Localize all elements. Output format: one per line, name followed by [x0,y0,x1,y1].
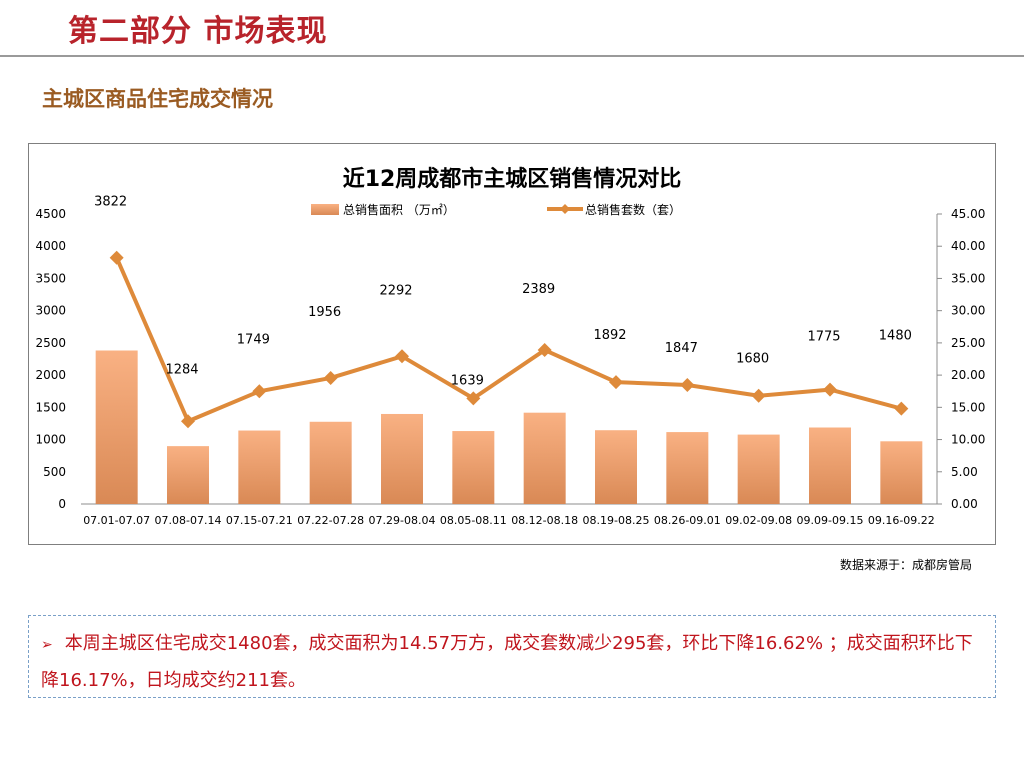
data-label: 2389 [522,282,555,297]
bar [309,421,352,504]
line-point [751,388,766,403]
line-point [680,377,695,392]
summary-text: 本周主城区住宅成交1480套，成交面积为14.57万方，成交套数减少295套，环… [41,633,973,691]
bar [809,427,851,504]
legend-line-marker [560,204,570,214]
right-axis-tick: 35.00 [951,271,985,285]
data-label: 3822 [94,195,127,210]
count-series-line [114,256,902,424]
bar [452,431,495,504]
category-label: 07.01-07.07 [83,514,150,527]
category-label: 07.08-07.14 [155,514,222,527]
category-label: 09.02-09.08 [725,514,792,527]
chart-frame: 近12周成都市主城区销售情况对比总销售面积 （万㎡） 总销售套数（套） 0 500 10… [28,143,996,545]
category-label: 08.05-08.11 [440,514,507,527]
bar [666,432,709,504]
line-point [466,391,481,406]
left-axis-tick: 500 [43,465,66,479]
bar [95,350,138,504]
left-axis-tick: 4500 [35,207,66,221]
data-label: 2292 [379,283,412,298]
bar [238,430,281,504]
header-divider [0,55,1024,57]
line-point [823,382,837,397]
category-label: 08.12-08.18 [511,514,578,527]
right-axis-tick: 10.00 [951,433,985,447]
left-axis-tick: 1500 [35,400,66,414]
source-note: 数据来源于：成都房管局 [839,558,972,572]
legend-bar-swatch [311,204,339,215]
category-label: 07.29-08.04 [369,514,436,527]
data-label: 1284 [165,362,198,377]
line-point [181,414,195,429]
category-label: 09.09-09.15 [797,514,864,527]
section-title: 主城区商品住宅成交情况 [42,87,273,111]
left-axis-tick: 4000 [35,239,66,253]
bar [595,430,637,504]
bar [737,434,780,504]
category-label: 09.16-09.22 [868,514,935,527]
line-point [252,384,267,399]
summary-box: ➢ 本周主城区住宅成交1480套，成交面积为14.57万方，成交套数减少295套，… [28,615,996,698]
data-label: 1847 [665,341,698,356]
data-label: 1956 [308,305,341,320]
data-label: 1639 [451,373,484,388]
right-axis-tick: 25.00 [951,336,985,350]
category-label: 07.15-07.21 [226,514,293,527]
right-axis-tick: 5.00 [951,465,978,479]
chart-title: 近12周成都市主城区销售情况对比 [343,166,682,192]
left-axis-tick: 2500 [35,336,66,350]
data-label: 1680 [736,352,769,367]
category-label: 07.22-07.28 [297,514,364,527]
bar [381,413,423,504]
left-axis-tick: 2000 [35,368,66,382]
data-label: 1480 [879,329,912,344]
right-axis-tick: 45.00 [951,207,985,221]
line-point [894,401,909,416]
right-axis-tick: 15.00 [951,400,985,414]
bar [880,441,923,504]
category-label: 08.26-09.01 [654,514,721,527]
page-title: 第二部分 市场表现 [68,14,328,49]
left-axis-tick: 1000 [35,433,66,447]
line-point [323,370,338,385]
right-axis-tick: 40.00 [951,239,985,253]
data-label: 1775 [807,330,840,345]
right-axis-tick: 0.00 [951,497,978,511]
bar [167,446,209,504]
left-axis-tick: 3500 [35,271,66,285]
category-label: 08.19-08.25 [583,514,650,527]
left-axis-tick: 0 [58,497,66,511]
bar [523,412,566,504]
right-axis-tick: 20.00 [951,368,985,382]
right-axis-tick: 30.00 [951,304,985,318]
legend-line-label: 总销售套数（套） [585,202,681,217]
left-axis-tick: 3000 [35,304,66,318]
line-point [395,349,409,364]
line-point [609,375,623,390]
data-label: 1892 [593,328,626,343]
legend-bar-label: 总销售面积 （万㎡） [343,202,455,217]
line-point [537,343,552,358]
data-label: 1749 [237,332,270,347]
bullet-icon: ➢ [41,637,53,653]
line-point [109,250,124,265]
